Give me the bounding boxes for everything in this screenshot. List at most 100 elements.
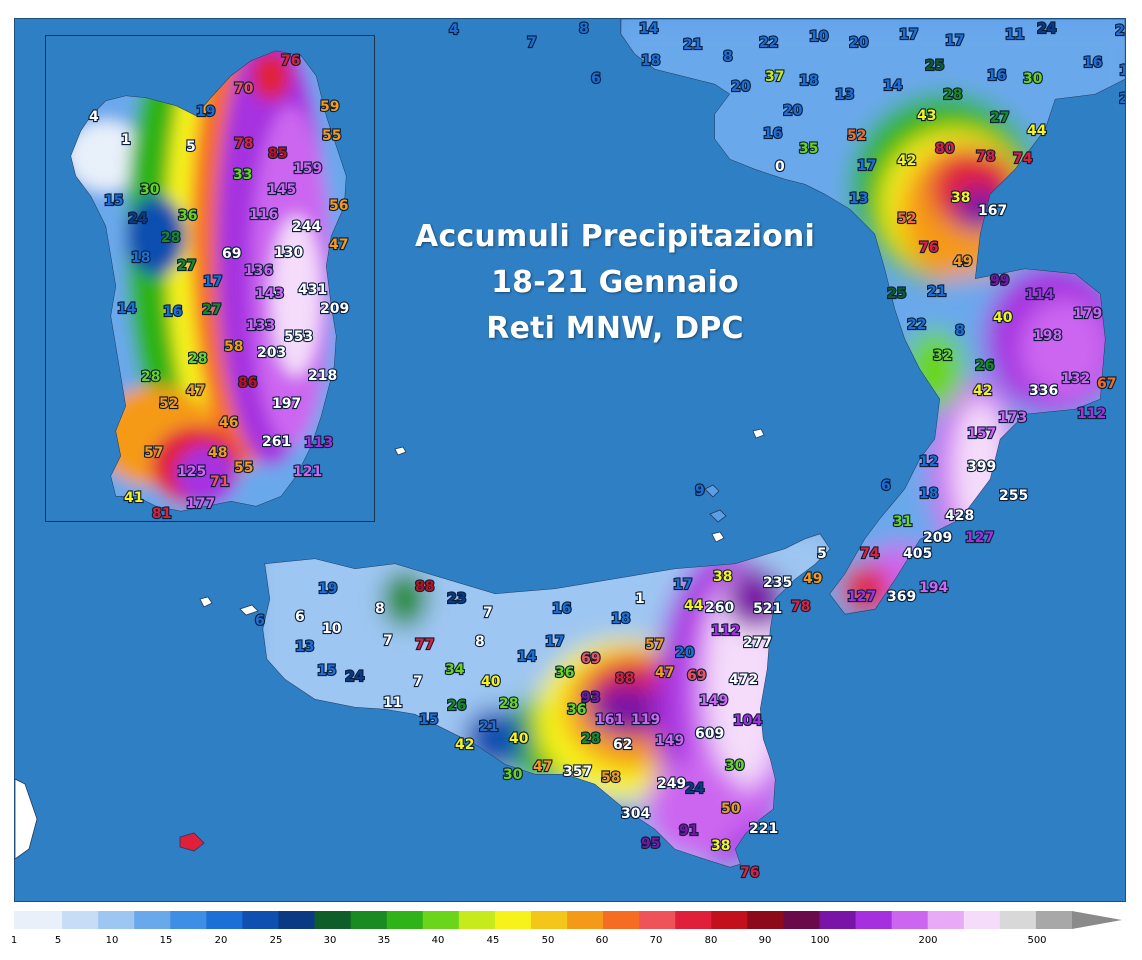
inset-station-value: 41 xyxy=(124,490,143,506)
legend-color-cell xyxy=(230,911,243,929)
station-value: 21 xyxy=(683,37,702,53)
legend-tick-label: 60 xyxy=(595,935,609,946)
station-value: 36 xyxy=(567,702,586,718)
tunisia-coast xyxy=(15,778,38,860)
station-value: 173 xyxy=(998,410,1027,426)
station-value: 30 xyxy=(1023,71,1043,87)
station-value: 260 xyxy=(705,600,734,616)
station-value: 52 xyxy=(847,128,866,144)
station-value: 42 xyxy=(455,737,474,753)
inset-station-value: 1 xyxy=(121,132,131,148)
inset-station-value: 52 xyxy=(159,396,178,412)
legend-color-cell xyxy=(1035,911,1049,929)
legend-color-cell xyxy=(14,911,27,929)
station-value: 24 xyxy=(345,669,365,685)
station-value: 399 xyxy=(967,459,996,475)
inset-station-value: 76 xyxy=(281,53,300,69)
inset-station-value: 70 xyxy=(234,81,254,97)
inset-station-value: 4 xyxy=(89,109,99,125)
legend-color-cell xyxy=(494,911,508,929)
legend-color-cell xyxy=(1023,911,1037,929)
station-value: 9 xyxy=(695,483,705,499)
legend-tick-label: 100 xyxy=(810,935,830,946)
legend-color-cell xyxy=(735,911,748,929)
legend-color-cell xyxy=(1059,911,1073,929)
legend-tick-label: 70 xyxy=(649,935,663,946)
legend-color-cell xyxy=(939,911,953,929)
map-source: Reti MNW, DPC xyxy=(486,311,744,346)
station-value: 6 xyxy=(255,613,265,629)
legend-color-cell xyxy=(26,911,39,929)
inset-station-value: 46 xyxy=(219,415,238,431)
legend-color-cell xyxy=(591,911,604,929)
inset-station-value: 27 xyxy=(202,302,221,318)
station-value: 16 xyxy=(763,126,782,142)
inset-station-value: 78 xyxy=(234,136,253,152)
legend-color-cell xyxy=(206,911,219,929)
station-value: 18 xyxy=(611,611,630,627)
station-value: 12 xyxy=(919,454,938,470)
station-value: 17 xyxy=(545,634,564,650)
legend-color-cell xyxy=(530,911,544,929)
station-value: 357 xyxy=(563,764,592,780)
station-value: 38 xyxy=(711,838,730,854)
station-value: 18 xyxy=(919,486,938,502)
legend-color-cell xyxy=(326,911,340,929)
inset-station-value: 145 xyxy=(267,182,296,198)
station-value: 50 xyxy=(721,801,741,817)
station-value: 18 xyxy=(641,53,660,69)
inset-station-value: 121 xyxy=(293,464,322,480)
inset-station-value: 28 xyxy=(188,351,207,367)
station-value: 1 xyxy=(635,591,645,607)
station-value: 26 xyxy=(447,698,466,714)
legend-color-cell xyxy=(867,911,881,929)
legend-color-cell xyxy=(615,911,628,929)
legend-color-cell xyxy=(50,911,63,929)
inset-station-value: 5 xyxy=(186,139,196,155)
inset-station-value: 28 xyxy=(141,369,160,385)
station-value: 95 xyxy=(641,836,660,852)
inset-station-value: 36 xyxy=(178,208,197,224)
legend-color-cell xyxy=(74,911,87,929)
inset-station-value: 18 xyxy=(131,250,150,266)
legend-tick-label: 10 xyxy=(105,935,119,946)
inset-station-value: 261 xyxy=(262,434,291,450)
legend-color-cell xyxy=(518,911,532,929)
station-value: 30 xyxy=(725,758,745,774)
color-scale-legend: 1 5 10 15 20 25 30 35 40 45 50 60 70 80 90 100 200 500 xyxy=(11,909,1124,959)
legend-color-cell xyxy=(362,911,376,929)
inset-station-value: 85 xyxy=(268,146,287,162)
station-value: 42 xyxy=(973,383,992,399)
station-value: 40 xyxy=(993,310,1013,326)
station-value: 58 xyxy=(601,770,620,786)
station-value: 17 xyxy=(899,27,918,43)
map-title: Accumuli Precipitazioni xyxy=(415,219,815,254)
station-value: 20 xyxy=(731,79,751,95)
inset-station-value: 71 xyxy=(210,474,229,490)
station-value: 69 xyxy=(581,651,600,667)
station-value: 369 xyxy=(887,589,916,605)
station-value: 47 xyxy=(655,665,674,681)
station-value: 10 xyxy=(322,621,342,637)
legend-overflow-arrow xyxy=(1072,911,1122,929)
legend-color-cell xyxy=(975,911,989,929)
station-value: 5 xyxy=(817,546,827,562)
inset-station-value: 57 xyxy=(144,445,163,461)
legend-color-cell xyxy=(819,911,833,929)
station-value: 16 xyxy=(552,601,571,617)
legend-color-cell xyxy=(434,911,448,929)
legend-tick-label: 45 xyxy=(486,935,500,946)
station-value: 119 xyxy=(631,712,660,728)
station-value: 6 xyxy=(591,71,601,87)
legend-tick-label: 20 xyxy=(214,935,228,946)
station-value: 127 xyxy=(847,589,876,605)
station-value: 0 xyxy=(775,159,785,175)
station-value: 14 xyxy=(883,78,903,94)
station-value: 35 xyxy=(799,141,818,157)
legend-color-cell xyxy=(783,911,796,929)
legend-color-cell xyxy=(386,911,400,929)
station-value: 20 xyxy=(1119,91,1125,107)
legend-color-cell xyxy=(38,911,51,929)
pantelleria-island xyxy=(179,832,205,852)
